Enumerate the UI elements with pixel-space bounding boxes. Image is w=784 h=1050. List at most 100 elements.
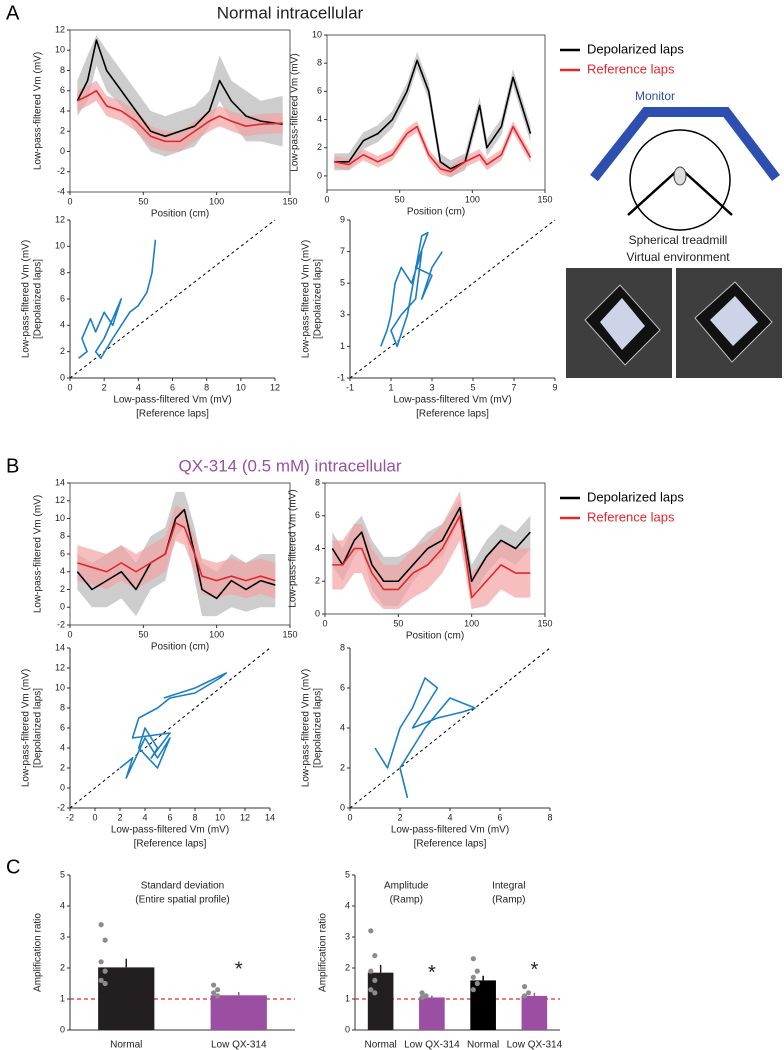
y-tick-label: 4 (345, 900, 350, 910)
bar (419, 997, 445, 1030)
data-point (98, 922, 104, 928)
data-point (470, 956, 476, 962)
error-band (77, 80, 283, 152)
x-tick-label: 0 (324, 194, 329, 204)
y-tick-label: 9 (340, 214, 345, 224)
y-tick-label: 0 (315, 608, 320, 618)
x-axis-label: Low-pass-filtered Vm (mV) (113, 395, 231, 406)
x-tick-label: 8 (204, 382, 209, 392)
y-tick-label: 8 (60, 65, 65, 75)
y-tick-label: 8 (60, 531, 65, 541)
x-tick-label: 100 (209, 196, 224, 206)
data-point (470, 987, 476, 993)
y-tick-label: 0 (60, 146, 65, 156)
x-axis-label: [Reference laps] (134, 839, 207, 850)
data-point (419, 990, 425, 996)
legend-label: Depolarized laps (587, 489, 684, 504)
y-tick-label: 12 (55, 24, 65, 34)
panel-label: C (6, 856, 20, 878)
x-tick-label: Normal (110, 1040, 142, 1050)
identity-line (349, 219, 556, 379)
group-label: (Ramp) (390, 895, 423, 906)
chart: 0 2 4 6 8 10 12 0 2 4 6 8 10 12 Low-pass-filtered Vm (… (21, 214, 280, 419)
setup-diagram: Monitor Spherical treadmill Virtual envi… (566, 89, 782, 378)
x-tick-label: 6 (167, 812, 172, 822)
bar (521, 995, 548, 1030)
data-line (334, 125, 532, 173)
y-tick-label: 4 (315, 543, 320, 553)
y-tick-label: 2 (315, 576, 320, 586)
monitor-shape (590, 107, 780, 182)
y-axis-label: Low-pass-filtered Vm (mV) (33, 52, 44, 170)
data-line (78, 239, 157, 360)
y-tick-label: 8 (340, 642, 345, 652)
y-tick-label: 3 (60, 931, 65, 941)
legend-label: Reference laps (587, 61, 675, 76)
panel-title: Normal intracellular (217, 3, 364, 22)
x-tick-label: 50 (138, 629, 148, 639)
data-point (368, 928, 374, 934)
y-tick-label: 6 (315, 510, 320, 520)
x-tick-label: 6 (497, 812, 502, 822)
bar (98, 967, 155, 1030)
y-tick-label: -4 (57, 186, 65, 196)
y-tick-label: -2 (57, 619, 65, 629)
x-tick-label: 6 (170, 382, 175, 392)
x-tick-label: Normal (467, 1040, 499, 1050)
y-tick-label: 4 (60, 742, 65, 752)
y-axis-label: Low-pass-filtered Vm (mV) (21, 669, 32, 787)
treadmill-label: Spherical treadmill (629, 233, 728, 247)
identity-line (69, 647, 271, 809)
y-tick-label: 7 (340, 246, 345, 256)
y-tick-label: 0 (60, 372, 65, 382)
y-axis-label: Low-pass-filtered Vm (mV) (301, 240, 312, 358)
x-tick-label: 3 (429, 382, 434, 392)
x-tick-label: -2 (66, 812, 74, 822)
data-line (119, 672, 228, 779)
y-tick-label: 3 (345, 931, 350, 941)
data-point (102, 968, 108, 974)
y-axis-label: [Depolarized laps] (33, 688, 44, 768)
x-tick-label: 2 (102, 382, 107, 392)
significance-marker: * (235, 958, 243, 980)
y-tick-label: 8 (317, 58, 322, 68)
y-tick-label: 6 (60, 722, 65, 732)
y-tick-label: 10 (312, 29, 322, 39)
y-tick-label: 12 (55, 662, 65, 672)
y-tick-label: 14 (55, 642, 65, 652)
y-tick-label: 0 (340, 802, 345, 812)
x-tick-label: 10 (236, 382, 246, 392)
y-tick-label: 3 (340, 309, 345, 319)
y-tick-label: 2 (60, 962, 65, 972)
environment-label: Virtual environment (626, 250, 730, 264)
data-point (521, 993, 528, 999)
x-tick-label: 100 (465, 194, 480, 204)
x-axis-label: [Reference laps] (136, 409, 209, 420)
y-tick-label: 2 (345, 962, 350, 972)
data-point (423, 993, 429, 999)
data-line (334, 59, 532, 170)
x-tick-label: 0 (92, 812, 97, 822)
y-tick-label: 8 (60, 267, 65, 277)
y-tick-label: 2 (60, 346, 65, 356)
y-tick-label: 4 (60, 320, 65, 330)
legend-label: Depolarized laps (587, 41, 684, 56)
y-tick-label: 1 (345, 993, 350, 1003)
data-point (470, 974, 476, 980)
y-tick-label: -1 (337, 372, 345, 382)
x-tick-label: 14 (265, 812, 275, 822)
x-tick-label: 12 (240, 812, 250, 822)
y-tick-label: 2 (60, 126, 65, 136)
significance-marker: * (428, 962, 436, 984)
x-tick-label: 8 (192, 812, 197, 822)
y-tick-label: 5 (340, 278, 345, 288)
x-tick-label: 7 (511, 382, 516, 392)
x-tick-label: 12 (270, 382, 280, 392)
x-tick-label: 0 (67, 196, 72, 206)
data-point (525, 990, 532, 996)
x-tick-label: Low QX-314 (211, 1040, 267, 1050)
group-label: Integral (492, 881, 525, 892)
y-tick-label: 0 (60, 782, 65, 792)
data-point (474, 980, 480, 987)
